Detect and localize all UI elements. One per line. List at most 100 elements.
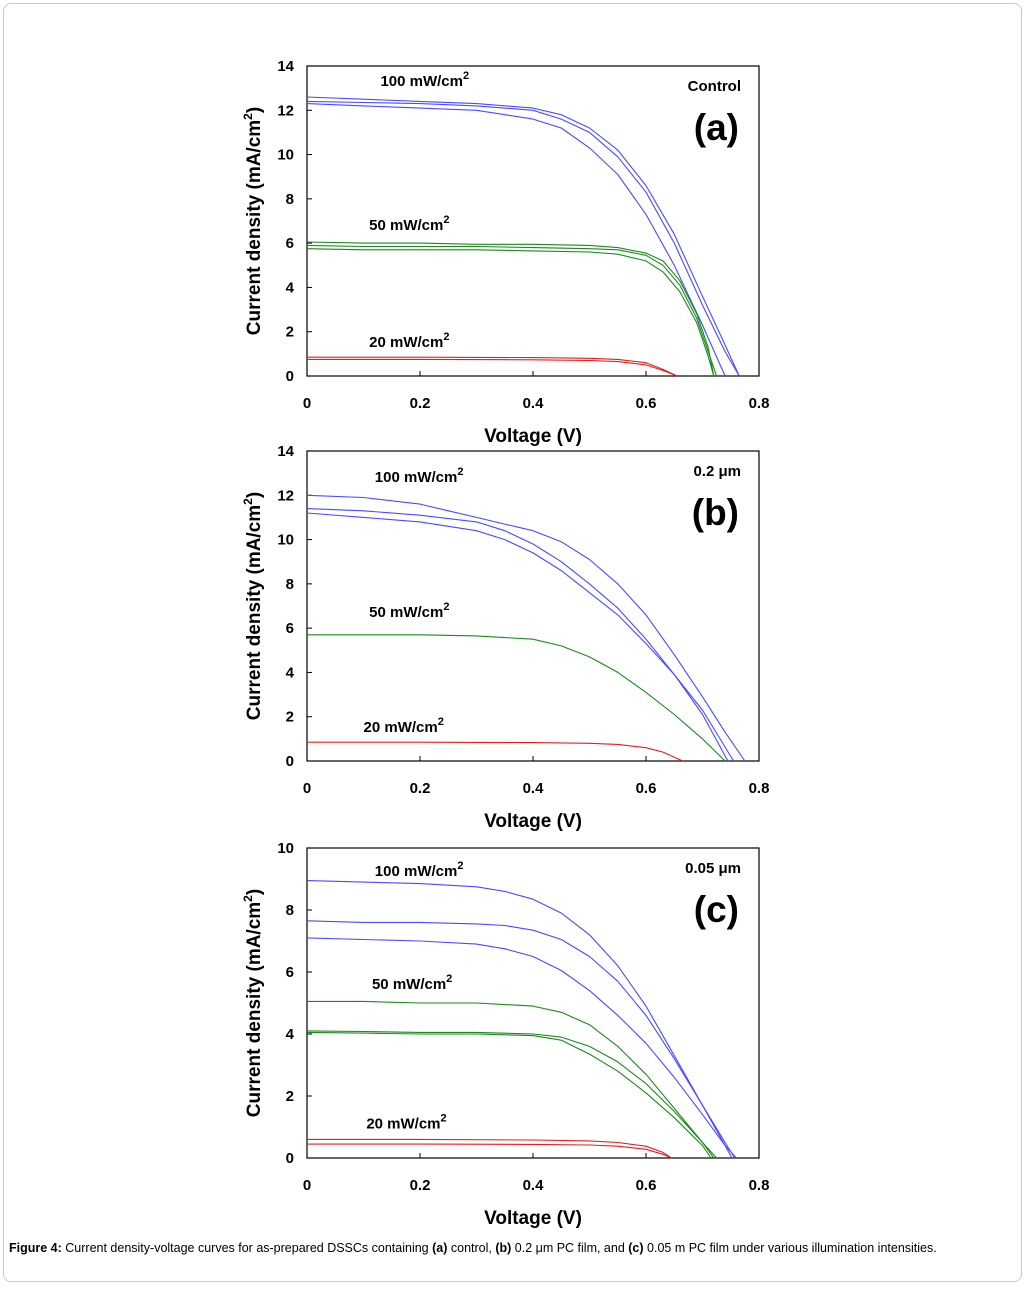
- y-tick-label: 12: [277, 487, 294, 504]
- series-line-8: [307, 358, 678, 377]
- y-axis-label-main: Current density (mA/cm: [244, 505, 265, 720]
- intensity-annotation: 100 mW/cm2: [375, 860, 464, 880]
- x-tick-label: 0.8: [749, 1177, 770, 1194]
- y-tick-label: 10: [277, 147, 294, 164]
- panel-corner-label: 0.05 μm: [685, 860, 741, 877]
- x-tick-label: 0: [303, 1177, 311, 1194]
- series-line-8: [307, 1143, 672, 1159]
- y-axis-label-main: Current density (mA/cm: [244, 120, 265, 335]
- y-axis-label: Current density (mA/cm2): [241, 889, 265, 1117]
- panel-corner-label: 0.2 μm: [693, 463, 741, 480]
- y-axis-label-close: ): [244, 889, 265, 895]
- intensity-annotation: 50 mW/cm2: [369, 601, 449, 621]
- intensity-annotation-superscript: 2: [457, 860, 463, 872]
- panel-tag: (a): [694, 107, 739, 148]
- y-tick-label: 12: [277, 102, 294, 119]
- x-tick-label: 0.2: [410, 1177, 431, 1194]
- y-tick-label: 4: [286, 279, 295, 296]
- intensity-annotation: 20 mW/cm2: [364, 716, 444, 736]
- y-tick-label: 4: [286, 664, 295, 681]
- caption-text-2: control,: [447, 1241, 496, 1255]
- intensity-annotation-text: 100 mW/cm: [375, 469, 458, 486]
- series-line-6: [306, 248, 715, 377]
- y-tick-label: 6: [286, 964, 294, 981]
- y-axis-label-close: ): [244, 492, 265, 498]
- x-tick-label: 0: [303, 780, 311, 797]
- y-axis-label: Current density (mA/cm2): [241, 492, 265, 720]
- x-tick-label: 0.6: [636, 780, 657, 797]
- y-tick-label: 10: [277, 840, 294, 857]
- intensity-annotation-text: 100 mW/cm: [380, 73, 463, 90]
- y-tick-label: 6: [286, 235, 294, 252]
- series-line-5: [306, 244, 718, 377]
- y-tick-label: 0: [286, 368, 294, 385]
- panel-corner-label: Control: [688, 78, 741, 95]
- y-axis-label: Current density (mA/cm2): [241, 107, 265, 335]
- figure-caption: Figure 4: Current density-voltage curves…: [9, 1241, 1021, 1255]
- caption-text-4: 0.05 m PC film under various illuminatio…: [643, 1241, 937, 1255]
- caption-text-1: Current density-voltage curves for as-pr…: [61, 1241, 433, 1255]
- x-axis-label: Voltage (V): [484, 811, 582, 832]
- x-tick-label: 0.4: [523, 780, 545, 797]
- panel-tag: (c): [694, 889, 739, 930]
- x-axis-label: Voltage (V): [484, 1208, 582, 1229]
- intensity-annotation-superscript: 2: [438, 716, 444, 728]
- series-line-5: [307, 741, 683, 762]
- y-tick-label: 10: [277, 532, 294, 549]
- x-tick-label: 0.2: [410, 780, 431, 797]
- y-tick-label: 0: [286, 1150, 294, 1167]
- intensity-annotation: 20 mW/cm2: [369, 331, 449, 351]
- caption-label: Figure 4:: [9, 1241, 62, 1255]
- intensity-annotation-text: 100 mW/cm: [375, 863, 458, 880]
- y-tick-label: 2: [286, 1088, 294, 1105]
- intensity-annotation-superscript: 2: [463, 70, 469, 82]
- caption-ref-b: (b): [495, 1241, 512, 1255]
- intensity-annotation-text: 50 mW/cm: [369, 604, 443, 621]
- x-tick-label: 0.6: [636, 1177, 657, 1194]
- figure-frame: [3, 3, 1022, 1282]
- y-tick-label: 6: [286, 620, 294, 637]
- y-tick-label: 14: [277, 443, 294, 460]
- chart-panel-b: 0 2 4 6 8 10 12 14 0 0.2 0.4 0.6 0.8 Voltage (V) Curre…: [241, 443, 770, 832]
- intensity-annotation-text: 20 mW/cm: [364, 719, 438, 736]
- intensity-annotation: 20 mW/cm2: [366, 1113, 446, 1133]
- chart-panel-a: 0 2 4 6 8 10 12 14 0 0.2 0.4 0.6 0.8 Voltage (V) Curre…: [241, 58, 769, 447]
- intensity-annotation-superscript: 2: [441, 1113, 447, 1125]
- y-tick-label: 2: [286, 709, 294, 726]
- series-line-3: [306, 512, 735, 762]
- plot-area-frame: [306, 847, 760, 1159]
- intensity-annotation-text: 20 mW/cm: [369, 334, 443, 351]
- series-line-5: [306, 1030, 715, 1159]
- series-line-1: [306, 494, 746, 762]
- x-tick-label: 0: [303, 395, 311, 412]
- y-tick-label: 14: [277, 58, 294, 75]
- y-axis-label-superscript: 2: [241, 895, 255, 902]
- y-axis-label-close: ): [244, 107, 265, 113]
- series-line-4: [307, 1000, 718, 1159]
- series-line-4: [306, 241, 715, 377]
- intensity-annotation: 50 mW/cm2: [372, 973, 452, 993]
- caption-ref-c: (c): [628, 1241, 644, 1255]
- x-tick-label: 0.8: [749, 780, 770, 797]
- series-line-3: [306, 937, 737, 1159]
- chart-panel-c: 0 2 4 6 8 10 0 0.2 0.4 0.6 0.8 Voltage (V) Current d…: [241, 840, 770, 1229]
- intensity-annotation: 100 mW/cm2: [380, 70, 469, 90]
- intensity-annotation: 50 mW/cm2: [369, 214, 449, 234]
- y-tick-label: 2: [286, 324, 294, 341]
- intensity-annotation-text: 20 mW/cm: [366, 1116, 440, 1133]
- y-tick-label: 4: [286, 1026, 295, 1043]
- y-tick-label: 0: [286, 753, 294, 770]
- y-tick-label: 8: [286, 576, 294, 593]
- intensity-annotation-superscript: 2: [443, 331, 449, 343]
- intensity-annotation-text: 50 mW/cm: [372, 976, 446, 993]
- x-tick-label: 0.2: [410, 395, 431, 412]
- panel-tag: (b): [692, 492, 739, 533]
- caption-text-3: 0.2 μm PC film, and: [511, 1241, 629, 1255]
- x-tick-label: 0.4: [523, 1177, 545, 1194]
- series-line-7: [307, 1138, 672, 1159]
- intensity-annotation-superscript: 2: [443, 601, 449, 613]
- intensity-annotation-superscript: 2: [443, 214, 449, 226]
- y-tick-label: 8: [286, 902, 294, 919]
- x-tick-label: 0.4: [523, 395, 545, 412]
- y-axis-label-main: Current density (mA/cm: [244, 902, 265, 1117]
